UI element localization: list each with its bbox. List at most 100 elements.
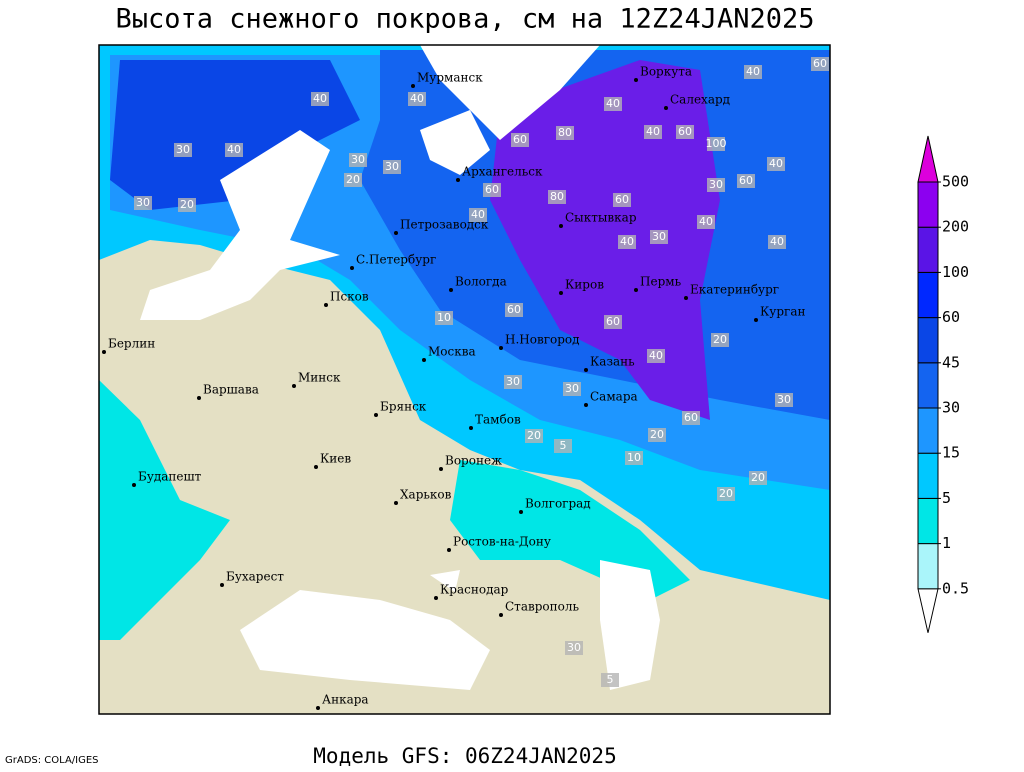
contour-label-text: 5 (607, 673, 614, 686)
city-label: Сыктывкар (565, 211, 637, 225)
city-dot (519, 510, 523, 514)
contour-label-box (711, 333, 729, 347)
city-label: Салехард (670, 93, 730, 107)
city-dot (350, 266, 354, 270)
city-dot (664, 106, 668, 110)
city-dot (132, 483, 136, 487)
cities: Мурманск Архангельск Петрозаводск Сыктывкар… (102, 65, 805, 710)
contour-label-text: 80 (550, 190, 564, 203)
contour-label-text: 100 (706, 137, 727, 150)
contour-label-box (604, 97, 622, 111)
contour-label-text: 40 (313, 92, 327, 105)
contour-label-box (625, 451, 643, 465)
city-label: Брянск (380, 400, 427, 414)
contour-label: 80 (548, 190, 566, 204)
city-label: Бухарест (226, 570, 284, 584)
city-label: Курган (760, 305, 805, 319)
city-label: Краснодар (440, 583, 509, 597)
contour-label: 40 (618, 235, 636, 249)
city-dot (559, 291, 563, 295)
legend-band (917, 407, 939, 454)
snow-area (490, 60, 720, 420)
city-dot (449, 288, 453, 292)
contour-label-box (647, 349, 665, 363)
contour-labels: 40 40 30 40 30 20 30 30 20 60 80 100 60 40 40 60 40 60 30 4… (134, 57, 829, 687)
contour-label: 40 (408, 92, 426, 106)
city-dot (634, 288, 638, 292)
contour-label: 40 (311, 92, 329, 106)
legend-label: 5 (942, 489, 951, 507)
contour-label: 5 (554, 439, 572, 453)
city-dot (684, 296, 688, 300)
contour-label-text: 60 (678, 125, 692, 138)
contour-label-text: 10 (627, 451, 641, 464)
contour-label-box (504, 375, 522, 389)
city-dot (584, 368, 588, 372)
map: Мурманск Архангельск Петрозаводск Сыктывкар… (99, 45, 830, 714)
city-label: Архангельск (462, 165, 543, 179)
contour-label-box (717, 487, 735, 501)
legend-label: 45 (942, 353, 960, 371)
city-dot (411, 84, 415, 88)
city-dot (584, 403, 588, 407)
contour-label: 60 (505, 303, 523, 317)
contour-label-box (505, 303, 523, 317)
contour-label: 20 (711, 333, 729, 347)
baltic-sea (140, 130, 340, 320)
snow-area (99, 380, 230, 640)
contour-label-text: 30 (565, 382, 579, 395)
contour-label-box (811, 57, 829, 71)
contour-label: 60 (737, 174, 755, 188)
contour-label-box (775, 393, 793, 407)
legend-triangle (917, 135, 939, 183)
contour-label: 20 (717, 487, 735, 501)
contour-label-text: 60 (485, 183, 499, 196)
contour-label: 40 (644, 125, 662, 139)
contour-label: 30 (775, 393, 793, 407)
white-sea (420, 110, 490, 175)
contour-label-text: 40 (620, 235, 634, 248)
city-label: Тамбов (475, 413, 521, 427)
contour-label-text: 40 (746, 65, 760, 78)
legend-label: 30 (942, 399, 960, 417)
legend-triangle (917, 588, 939, 633)
contour-label: 20 (344, 173, 362, 187)
legend-label: 500 (942, 173, 969, 191)
title: Высота снежного покрова, см на 12Z24JAN2… (116, 4, 815, 35)
city-label: Берлин (108, 337, 155, 351)
contour-label: 100 (706, 137, 727, 151)
city-dot (374, 413, 378, 417)
contour-label-text: 30 (176, 143, 190, 156)
contour-label: 20 (749, 471, 767, 485)
contour-label-text: 20 (527, 429, 541, 442)
city-label: Пермь (640, 275, 682, 289)
city-dot (559, 224, 563, 228)
contour-label: 30 (349, 153, 367, 167)
city-dot (499, 346, 503, 350)
city-dot (324, 303, 328, 307)
contour-label-box (601, 673, 619, 687)
city-label: Ставрополь (505, 600, 579, 614)
city-label: Будапешт (138, 470, 202, 484)
contour-label: 30 (650, 230, 668, 244)
contour-label: 40 (604, 97, 622, 111)
contour-label-text: 20 (713, 333, 727, 346)
city-label: Волгоград (525, 497, 591, 511)
contour-label-box (344, 173, 362, 187)
city-dot (102, 350, 106, 354)
contour-label-box (648, 428, 666, 442)
contour-label: 40 (469, 208, 487, 222)
contour-label-box (556, 126, 574, 140)
contour-label-text: 40 (410, 92, 424, 105)
contour-label-box (676, 125, 694, 139)
city-dot (422, 358, 426, 362)
contour-label: 20 (178, 198, 196, 212)
contour-label: 60 (613, 193, 631, 207)
city-label: Псков (330, 290, 369, 304)
contour-label-box (554, 439, 572, 453)
snow-area (450, 460, 690, 600)
contour-label-text: 20 (180, 198, 194, 211)
